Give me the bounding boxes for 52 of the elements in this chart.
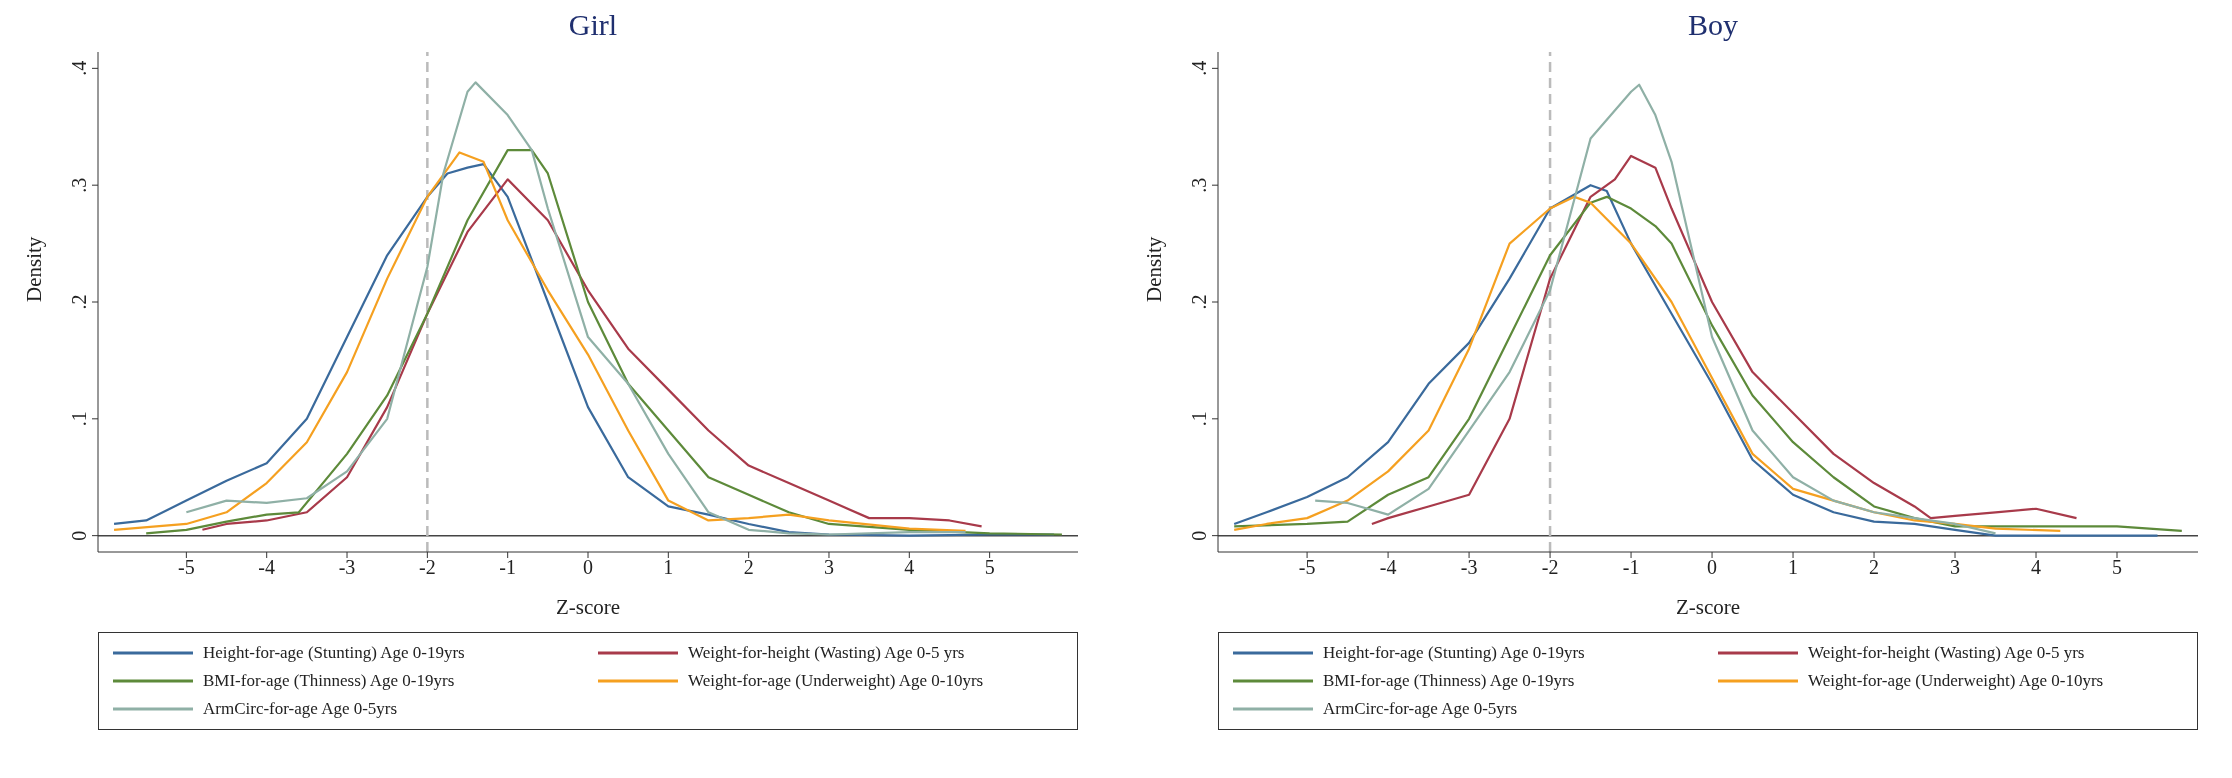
x-tick-label: 2 (1869, 556, 1880, 579)
x-tick-label: -2 (1541, 556, 1559, 579)
x-tick-label: -4 (1379, 556, 1397, 579)
x-axis-title: Z-score (555, 595, 621, 619)
y-tick-label: .3 (1188, 177, 1210, 193)
y-axis-title: Density (22, 236, 47, 302)
legend-label: Weight-for-height (Wasting) Age 0-5 yrs (688, 643, 965, 663)
line-series (201, 178, 983, 531)
y-tick-label: 0 (68, 530, 90, 541)
x-tick-label: -5 (1298, 556, 1316, 579)
x-tick-label: -5 (178, 556, 195, 579)
legend-label: Height-for-age (Stunting) Age 0-19yrs (1323, 643, 1585, 663)
x-tick-label: 0 (583, 556, 593, 579)
x-tick-label: 4 (904, 556, 915, 579)
chart-title: Boy (1687, 8, 1739, 42)
y-tick-label: .1 (68, 411, 90, 427)
x-tick-label: -1 (1622, 556, 1640, 579)
legend-label: Weight-for-height (Wasting) Age 0-5 yrs (1808, 643, 2085, 663)
legend-label: Weight-for-age (Underweight) Age 0-10yrs (1808, 671, 2104, 691)
line-series (1314, 83, 1997, 535)
x-tick-label: -4 (258, 556, 276, 579)
line-series (1370, 154, 2078, 526)
x-tick-label: -1 (499, 556, 517, 579)
chart-title: Girl (567, 8, 619, 42)
x-tick-label: -3 (338, 556, 356, 579)
legend-label: Height-for-age (Stunting) Age 0-19yrs (203, 643, 465, 663)
y-tick-label: 0 (1188, 530, 1210, 541)
x-tick-label: 1 (663, 556, 674, 579)
x-tick-label: 2 (743, 556, 754, 579)
x-tick-label: 5 (984, 556, 995, 579)
legend-label: BMI-for-age (Thinness) Age 0-19yrs (1323, 671, 1575, 691)
x-axis-title: Z-score (1675, 595, 1741, 619)
legend-label: ArmCirc-for-age Age 0-5yrs (1323, 699, 1518, 719)
legend-label: BMI-for-age (Thinness) Age 0-19yrs (203, 671, 455, 691)
x-tick-label: 0 (1707, 556, 1718, 579)
y-axis-title: Density (1142, 236, 1167, 302)
x-tick-label: 1 (1788, 556, 1799, 579)
x-tick-label: 4 (2031, 556, 2042, 579)
legend-label: ArmCirc-for-age Age 0-5yrs (203, 699, 398, 719)
y-tick-label: .1 (1188, 411, 1210, 427)
line-series (185, 81, 967, 536)
x-tick-label: 3 (1950, 556, 1961, 579)
x-tick-label: 3 (823, 556, 834, 579)
y-tick-label: .2 (1188, 294, 1210, 310)
y-tick-label: .4 (68, 60, 90, 76)
x-tick-label: 5 (2112, 556, 2123, 579)
y-tick-label: .2 (68, 294, 90, 310)
y-tick-label: .3 (68, 177, 90, 193)
x-tick-label: -2 (419, 556, 436, 579)
y-tick-label: .4 (1188, 60, 1210, 76)
legend-label: Weight-for-age (Underweight) Age 0-10yrs (688, 671, 984, 691)
x-tick-label: -3 (1460, 556, 1478, 579)
